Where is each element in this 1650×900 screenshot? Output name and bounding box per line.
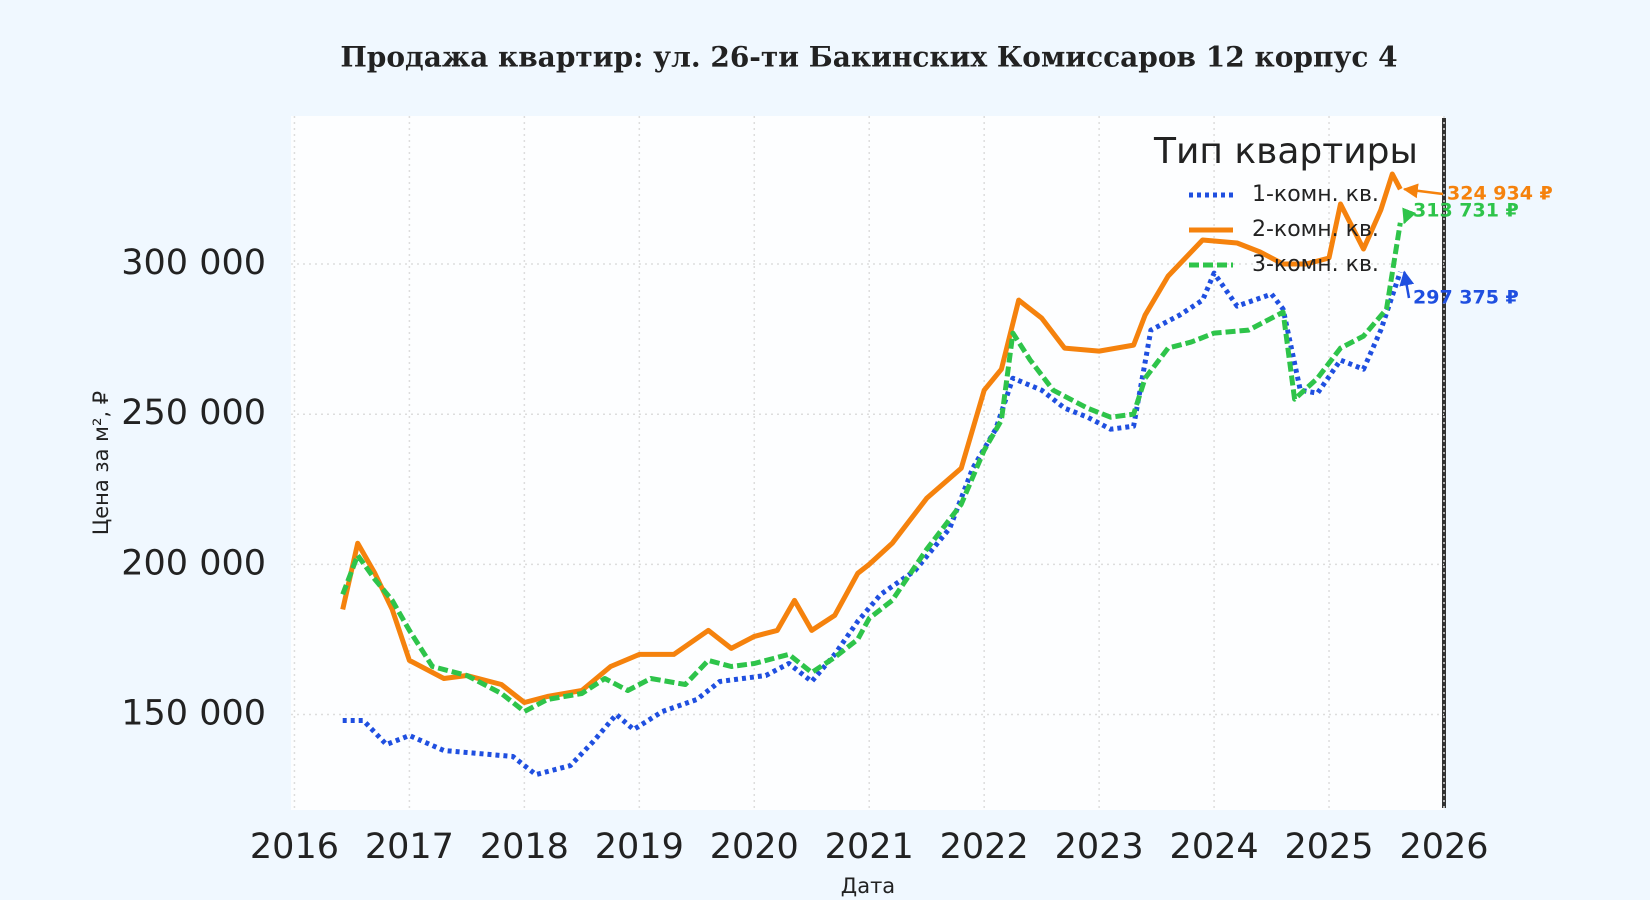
y-tick-label: 250 000	[121, 393, 266, 433]
x-tick-label: 2025	[1285, 827, 1374, 867]
x-axis-label: Дата	[841, 874, 895, 898]
annotation-arrow	[1402, 183, 1444, 199]
x-tick-label: 2023	[1055, 827, 1144, 867]
y-tick-label: 300 000	[121, 243, 266, 283]
x-tick-label: 2021	[825, 827, 914, 867]
end-value-label: 297 375 ₽	[1413, 287, 1519, 309]
legend: Тип квартиры 1-комн. кв. 2-комн. кв. 3-ком…	[1153, 131, 1418, 277]
x-tick-label: 2020	[710, 827, 799, 867]
x-tick-label: 2017	[365, 827, 454, 867]
x-tick-label: 2024	[1170, 827, 1259, 867]
series-line	[340, 222, 1403, 714]
chart-title: Продажа квартир: ул. 26-ти Бакинских Ком…	[340, 41, 1397, 74]
annotation-arrow	[1402, 207, 1417, 225]
legend-label: 3-комн. кв.	[1252, 252, 1379, 277]
y-tick-label: 150 000	[121, 694, 266, 734]
x-tick-label: 2018	[480, 827, 569, 867]
x-tick-label: 2026	[1399, 827, 1488, 867]
legend-title: Тип квартиры	[1153, 131, 1418, 172]
legend-label: 1-комн. кв.	[1252, 182, 1379, 207]
legend-label: 2-комн. кв.	[1252, 217, 1379, 242]
x-tick-label: 2019	[595, 827, 684, 867]
plot-area	[291, 116, 1444, 810]
y-tick-label: 200 000	[121, 543, 266, 583]
end-value-label: 313 731 ₽	[1413, 200, 1519, 222]
annotation-arrow	[1399, 270, 1415, 299]
end-value-label: 324 934 ₽	[1447, 183, 1553, 205]
y-axis-label: Цена за м², ₽	[89, 391, 113, 535]
series-line	[340, 171, 1403, 705]
x-tick-label: 2022	[940, 827, 1029, 867]
x-tick-label: 2016	[250, 827, 339, 867]
